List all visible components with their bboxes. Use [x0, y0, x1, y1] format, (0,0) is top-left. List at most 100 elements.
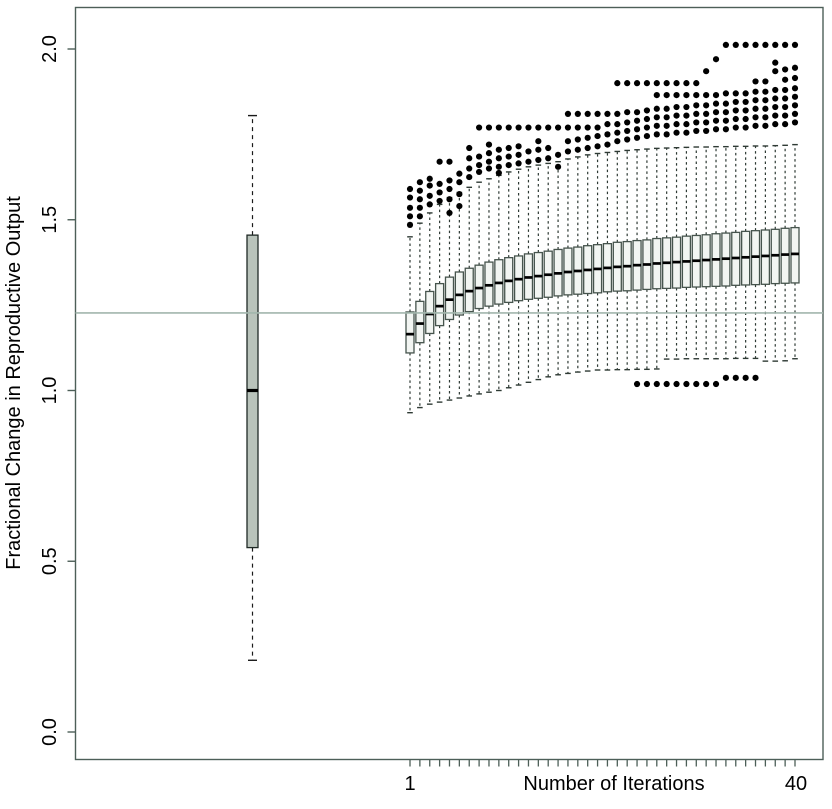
outlier-dot — [653, 92, 660, 99]
plot-content: 0.0 0.5 1.0 1.5 2.0 — [39, 6, 824, 767]
outlier-dot — [752, 97, 759, 104]
outlier-dot — [673, 380, 680, 388]
outlier-dot — [782, 112, 789, 119]
outlier-dot — [505, 162, 512, 169]
outlier-dot — [564, 124, 572, 131]
outlier-dot — [772, 95, 779, 102]
outlier-dot — [663, 92, 670, 99]
outlier-dot — [742, 90, 749, 97]
outlier-dot — [633, 109, 641, 116]
outlier-dot — [416, 213, 423, 220]
outlier-dot — [791, 93, 799, 100]
outlier-dot — [505, 124, 512, 131]
outlier-dot — [752, 114, 759, 121]
y-tick-label: 2.0 — [39, 35, 61, 63]
outlier-dot — [791, 110, 799, 117]
outlier-dot — [594, 124, 601, 131]
y-tick-label: 1.5 — [39, 206, 61, 234]
outlier-dot — [594, 143, 601, 150]
outlier-dot — [446, 158, 453, 165]
outlier-dot — [515, 151, 522, 158]
outlier-dot — [693, 80, 700, 87]
outlier-dot — [604, 110, 611, 117]
box — [405, 311, 415, 354]
outlier-dot — [406, 213, 414, 220]
outlier-dot — [456, 191, 463, 198]
outlier-dot — [732, 90, 739, 97]
outlier-dot — [782, 86, 789, 94]
outlier-dot — [485, 158, 493, 165]
outlier-dot — [782, 95, 789, 102]
outlier-dot — [712, 92, 720, 99]
outlier-dot — [762, 122, 769, 129]
outlier-dot — [466, 155, 473, 162]
outlier-dot — [712, 380, 720, 388]
outlier-dot — [584, 110, 591, 117]
outlier-dot — [673, 121, 680, 128]
outlier-dot — [525, 124, 532, 131]
outlier-dot — [535, 156, 542, 164]
outlier-dot — [673, 92, 680, 99]
outlier-dot — [525, 158, 532, 165]
outlier-dot — [683, 129, 690, 136]
outlier-dot — [762, 78, 769, 85]
outlier-dot — [772, 112, 779, 119]
outlier-dot — [564, 110, 572, 117]
outlier-dot — [614, 121, 621, 128]
outlier-dot — [574, 136, 581, 143]
outlier-dot — [703, 102, 710, 109]
outlier-dot — [643, 124, 651, 131]
outlier-dot — [476, 168, 483, 176]
outlier-dot — [732, 124, 739, 131]
outlier-dot — [752, 374, 759, 381]
outlier-dot — [762, 105, 769, 112]
outlier-dot — [594, 110, 601, 117]
outlier-dot — [416, 204, 423, 211]
x-tick-label-last: 40 — [785, 773, 807, 795]
outlier-dot — [752, 122, 759, 129]
outlier-dot — [722, 90, 729, 97]
outlier-dot — [693, 102, 700, 109]
outlier-dot — [554, 163, 562, 170]
outlier-dot — [742, 124, 749, 131]
outlier-dot — [742, 107, 749, 114]
outlier-dot — [712, 109, 720, 116]
outlier-dot — [693, 119, 700, 126]
outlier-dot — [604, 131, 611, 138]
outlier-dot — [772, 86, 779, 94]
outlier-dot — [574, 110, 581, 117]
outlier-dot — [476, 153, 483, 160]
outlier-dot — [683, 112, 690, 119]
outlier-dot — [653, 114, 660, 121]
outlier-dot — [643, 132, 651, 140]
y-tick-label: 1.0 — [39, 377, 61, 405]
outlier-dot — [722, 41, 729, 49]
outlier-dot — [703, 119, 710, 126]
outlier-dot — [663, 380, 670, 388]
outlier-dot — [782, 76, 789, 83]
outlier-dot — [624, 136, 631, 143]
y-tick-label: 0.0 — [39, 718, 61, 746]
outlier-dot — [762, 97, 769, 104]
outlier-dot — [791, 74, 799, 82]
outlier-dot — [495, 146, 502, 153]
outlier-dot — [752, 88, 759, 95]
outlier-dot — [406, 221, 414, 228]
outlier-dot — [643, 80, 651, 87]
outlier-dot — [732, 107, 739, 114]
outlier-dot — [446, 177, 453, 184]
outlier-dot — [722, 109, 729, 116]
outlier-dot — [673, 103, 680, 111]
outlier-dot — [693, 92, 700, 99]
outlier-dot — [436, 197, 443, 205]
outlier-dot — [456, 202, 463, 210]
outlier-dot — [426, 182, 433, 189]
outlier-dot — [515, 143, 522, 150]
outlier-dot — [742, 41, 749, 49]
outlier-dot — [426, 192, 433, 199]
outlier-dot — [673, 112, 680, 119]
outlier-dot — [653, 131, 660, 138]
outlier-dot — [693, 380, 700, 388]
